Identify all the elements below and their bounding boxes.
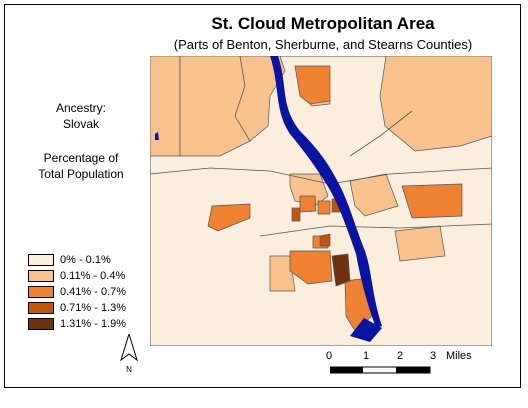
legend-swatch <box>28 270 54 282</box>
legend-label: 0.71% - 1.3% <box>60 302 127 314</box>
legend-item: 0% - 0.1% <box>28 252 126 268</box>
legend-item: 0.41% - 0.7% <box>28 284 126 300</box>
tract-highest <box>331 253 351 287</box>
tract-southwest-city <box>269 255 296 292</box>
scale-tick-label: 1 <box>363 350 370 362</box>
legend-item: 1.31% - 1.9% <box>28 316 126 332</box>
legend-label: 0% - 0.1% <box>60 254 111 266</box>
lake-west <box>155 132 159 140</box>
tract-downtown-south <box>289 250 333 285</box>
legend-swatch <box>28 318 54 330</box>
legend-item: 0.11% - 0.4% <box>28 268 126 284</box>
scale-bar <box>330 366 431 374</box>
lake-south <box>350 318 382 342</box>
variable-label-line2: Slovak <box>62 117 100 131</box>
measure-label-line2: Total Population <box>38 167 124 181</box>
tract-southeast <box>394 225 446 262</box>
legend-item: 0.71% - 1.3% <box>28 300 126 316</box>
scale-unit-label: Miles <box>446 350 472 362</box>
legend-swatch <box>28 286 54 298</box>
measure-label-line1: Percentage of <box>43 151 119 165</box>
map-frame <box>4 4 521 388</box>
north-label: N <box>126 365 132 374</box>
tract-east <box>401 183 463 219</box>
map-legend: 0% - 0.1% 0.11% - 0.4% 0.41% - 0.7% 0.71… <box>28 252 126 332</box>
legend-swatch <box>28 254 54 266</box>
river <box>270 56 382 328</box>
legend-swatch <box>28 302 54 314</box>
scale-tick-label: 2 <box>397 350 404 362</box>
tract-west-city <box>207 203 251 232</box>
map-subtitle: (Parts of Benton, Sherburne, and Stearns… <box>173 37 473 52</box>
legend-label: 0.11% - 0.4% <box>60 270 126 282</box>
road-line <box>150 167 492 185</box>
tract-small-e <box>319 233 331 247</box>
tract-north-central <box>234 56 286 142</box>
north-arrow-icon: N <box>120 334 138 374</box>
tract-small-a <box>299 195 317 213</box>
road-line <box>259 223 492 237</box>
tract-east-city <box>349 173 399 217</box>
choropleth-map <box>150 56 492 346</box>
tract-north-river <box>294 65 331 105</box>
legend-label: 0.41% - 0.7% <box>60 286 127 298</box>
tract-small-f <box>291 207 301 222</box>
scale-tick-label: 0 <box>326 350 333 362</box>
tract-northeast <box>379 56 492 152</box>
map-title: St. Cloud Metropolitan Area <box>211 14 435 33</box>
legend-label: 1.31% - 1.9% <box>60 318 127 330</box>
tract-west <box>150 56 181 157</box>
road-line <box>349 110 413 157</box>
tract-small-b <box>317 200 331 215</box>
variable-label-line1: Ancestry: <box>55 101 106 115</box>
scale-tick-label: 3 <box>430 350 437 362</box>
